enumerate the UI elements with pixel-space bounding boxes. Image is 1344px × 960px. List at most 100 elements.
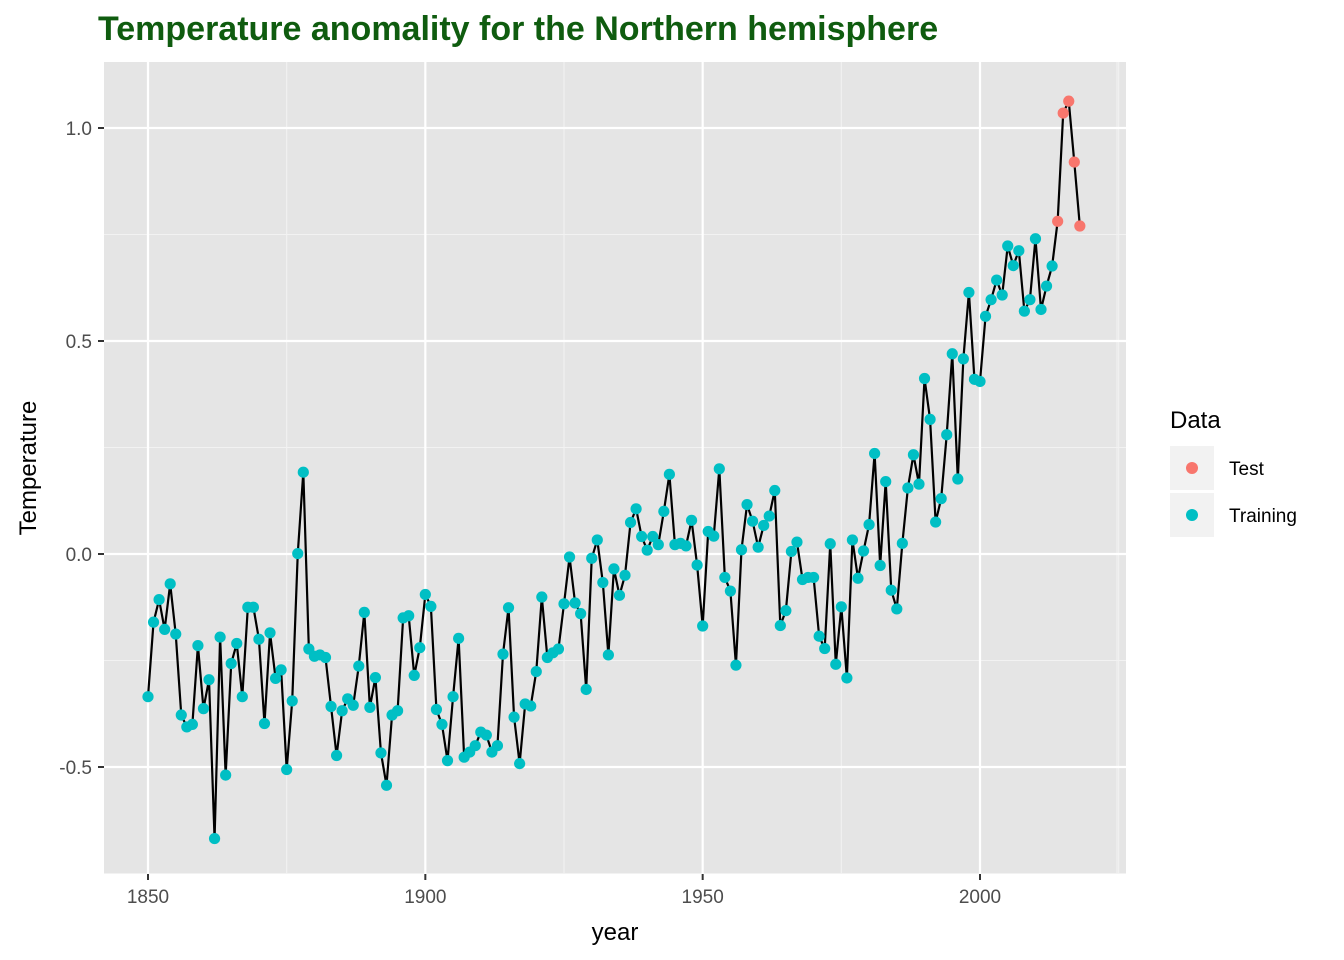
training-point — [319, 651, 332, 664]
training-point — [408, 669, 420, 682]
test-point — [1057, 107, 1069, 119]
training-point — [436, 718, 448, 731]
training-point — [597, 576, 609, 589]
training-point — [1018, 305, 1030, 317]
major-gridlines — [104, 62, 1126, 874]
training-point — [369, 671, 382, 684]
training-point — [1013, 245, 1025, 257]
training-point — [636, 530, 648, 543]
training-point — [841, 672, 853, 684]
training-point — [358, 606, 370, 618]
training-point — [247, 601, 259, 613]
training-point — [991, 274, 1003, 286]
training-point — [719, 571, 731, 584]
training-point — [175, 709, 187, 721]
training-point — [869, 447, 881, 460]
training-point — [735, 544, 748, 556]
training-point — [730, 659, 742, 671]
training-point — [680, 540, 692, 552]
training-point — [835, 601, 847, 613]
training-point — [1007, 259, 1019, 272]
training-point — [602, 649, 614, 661]
training-point — [1040, 280, 1053, 292]
training-point — [896, 537, 908, 549]
training-point — [580, 683, 592, 696]
training-point — [608, 563, 620, 575]
training-point — [846, 534, 859, 546]
training-point — [1002, 240, 1014, 252]
test-point — [1052, 215, 1064, 227]
training-point — [957, 353, 969, 365]
training-point — [791, 536, 803, 548]
training-point — [536, 591, 548, 603]
training-point — [1029, 233, 1042, 245]
training-point — [425, 600, 437, 612]
legend-dot-training — [1186, 509, 1198, 521]
training-point — [269, 672, 282, 684]
training-point — [902, 482, 914, 494]
training-point — [253, 633, 265, 645]
training-point — [159, 623, 171, 636]
training-point — [575, 608, 587, 620]
training-point — [658, 505, 670, 517]
training-point — [918, 372, 931, 385]
training-point — [852, 572, 864, 584]
y-tick-label: -0.5 — [59, 758, 92, 779]
training-point — [780, 605, 792, 617]
training-point — [691, 559, 703, 571]
training-point — [880, 475, 892, 488]
training-point — [1024, 294, 1036, 306]
training-point — [613, 589, 626, 601]
training-point — [724, 585, 737, 597]
x-tick-label: 1900 — [404, 887, 446, 908]
training-point — [192, 639, 204, 652]
training-point — [170, 628, 182, 640]
training-point — [974, 375, 986, 388]
training-point — [758, 519, 770, 532]
training-point — [996, 289, 1008, 301]
training-point — [774, 619, 786, 632]
training-point — [952, 473, 964, 485]
training-point — [514, 757, 526, 770]
training-point — [380, 779, 393, 791]
training-point — [941, 429, 953, 441]
data-points — [142, 95, 1086, 845]
training-point — [769, 484, 781, 497]
training-point — [935, 493, 947, 505]
training-point — [885, 584, 897, 596]
training-point — [392, 705, 404, 717]
training-point — [591, 534, 603, 546]
training-point — [325, 700, 337, 713]
training-point — [830, 658, 842, 670]
legend-label-training: Training — [1229, 506, 1297, 527]
training-point — [292, 547, 304, 560]
training-point — [225, 657, 237, 670]
y-tick-label: 0.0 — [66, 545, 92, 566]
training-point — [946, 348, 958, 360]
training-point — [441, 755, 454, 767]
training-point — [419, 588, 431, 601]
training-point — [708, 530, 720, 542]
training-point — [430, 703, 443, 716]
training-point — [563, 551, 576, 563]
training-point — [502, 602, 515, 614]
training-point — [142, 691, 154, 703]
training-point — [619, 569, 631, 581]
training-point — [375, 747, 387, 759]
training-point — [808, 571, 820, 584]
training-point — [685, 514, 698, 526]
training-point — [891, 603, 903, 615]
training-point — [364, 701, 376, 713]
training-point — [203, 674, 215, 686]
legend-title: Data — [1170, 407, 1221, 434]
training-point — [552, 643, 565, 655]
training-point — [857, 545, 870, 557]
training-point — [569, 597, 581, 609]
training-point — [907, 449, 920, 461]
training-point — [214, 631, 226, 643]
training-point — [525, 700, 537, 712]
training-point — [663, 468, 675, 480]
training-point — [819, 642, 831, 655]
y-tick-label: 0.5 — [66, 332, 92, 353]
training-point — [186, 718, 198, 731]
